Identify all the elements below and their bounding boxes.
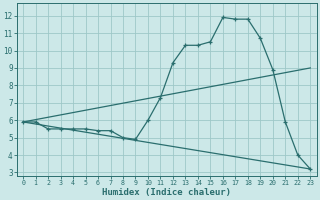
X-axis label: Humidex (Indice chaleur): Humidex (Indice chaleur) [102, 188, 231, 197]
